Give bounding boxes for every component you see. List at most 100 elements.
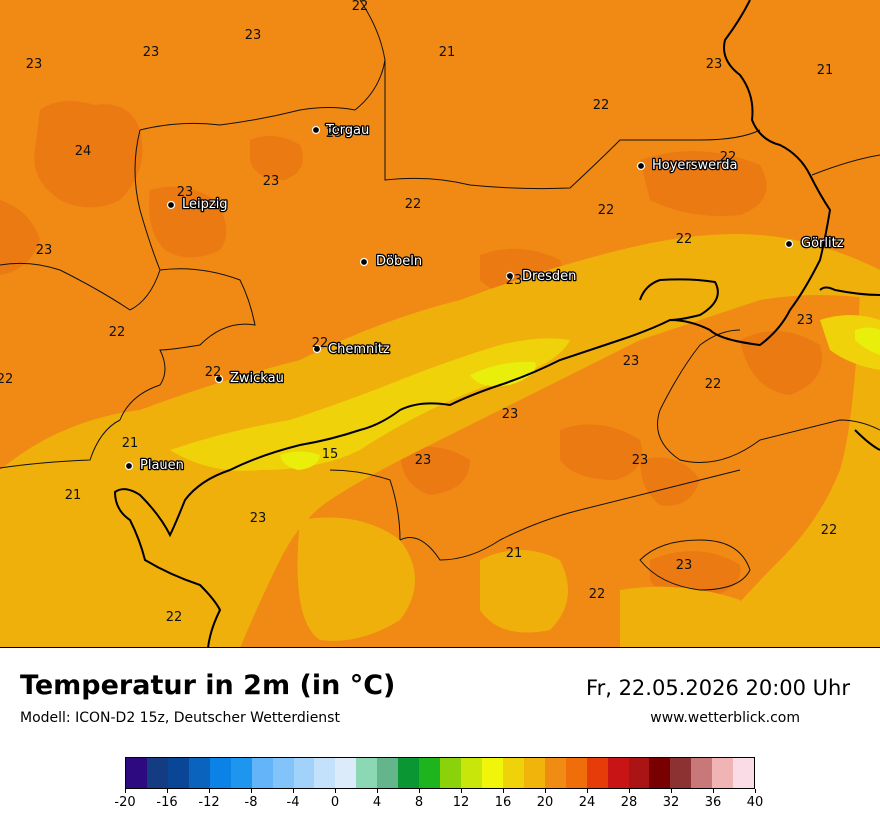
model-source: Modell: ICON-D2 15z, Deutscher Wetterdie… (20, 710, 340, 726)
color-scale-tick-mark (503, 789, 504, 793)
city-dot (311, 125, 321, 135)
color-scale-tick-label: 20 (536, 795, 554, 810)
color-scale-swatch (733, 758, 755, 788)
color-scale-tick-mark (293, 789, 294, 793)
temperature-label: 21 (817, 63, 834, 78)
color-scale-swatch (565, 758, 587, 788)
color-scale-ticks: -20 -16 -12 -8 -4 0 4 8 12 16 20 24 28 32 36 40 (114, 789, 763, 813)
temperature-label: 22 (598, 203, 615, 218)
temperature-label: 22 (0, 372, 13, 387)
temperature-label: 23 (245, 28, 262, 43)
temperature-label: 23 (36, 243, 53, 258)
color-scale-swatch (523, 758, 545, 788)
color-scale-swatch (356, 758, 378, 788)
color-scale-swatch (586, 758, 608, 788)
color-scale-swatch (628, 758, 650, 788)
color-scale-swatch (461, 758, 482, 788)
city-dot (214, 374, 224, 384)
color-scale-tick-label: 24 (578, 795, 596, 810)
color-scale-swatch (272, 758, 294, 788)
color-scale-swatch (691, 758, 713, 788)
color-scale-tick-mark (209, 789, 210, 793)
city-name: Leipzig (182, 197, 228, 212)
color-scale-tick-label: -16 (156, 795, 178, 810)
color-scale-tick-label: 32 (662, 795, 680, 810)
map-footer: Temperatur in 2m (in °C) Modell: ICON-D2… (0, 648, 880, 830)
city-dot (505, 271, 515, 281)
color-scale-tick-label: 8 (414, 795, 424, 810)
city-leipzig: Leipzig (166, 196, 229, 213)
temperature-label: 22 (821, 523, 838, 538)
city-markers: Torgau Hoyerswerda Leipzig Görlitz Döbel… (124, 122, 845, 474)
temperature-label: 22 (405, 197, 422, 212)
color-scale-tick-mark (419, 789, 420, 793)
color-scale-swatch (188, 758, 210, 788)
temperature-label: 22 (676, 232, 693, 247)
temperature-label: 23 (26, 57, 43, 72)
temperature-label: 23 (506, 273, 523, 288)
temperature-label: 22 (593, 98, 610, 113)
temperature-label: 21 (439, 45, 456, 60)
color-scale-tick-mark (755, 789, 756, 793)
color-scale-swatch (712, 758, 734, 788)
city-zwickau: Zwickau (214, 370, 285, 387)
temperature-label: 23 (632, 453, 649, 468)
color-scale-tick-mark (461, 789, 462, 793)
website-link[interactable]: www.wetterblick.com (650, 710, 800, 726)
color-scale-swatch (440, 758, 461, 788)
color-scale-swatch (544, 758, 566, 788)
color-scale-tick-label: -8 (244, 795, 258, 810)
city-dot (166, 200, 176, 210)
city-name: Zwickau (230, 371, 284, 386)
city-name: Chemnitz (328, 342, 390, 357)
temperature-label: 23 (250, 511, 267, 526)
temperature-label: 22 (109, 325, 126, 340)
temperature-label: 22 (166, 610, 183, 625)
temperature-label: 22 (205, 365, 222, 380)
color-scale-tick-label: 12 (452, 795, 470, 810)
color-scale-tick-mark (335, 789, 336, 793)
color-scale-tick-mark (167, 789, 168, 793)
color-scale-tick-mark (545, 789, 546, 793)
color-scale-swatch (167, 758, 189, 788)
city-dot (784, 239, 794, 249)
city-torgau: Torgau (311, 122, 371, 139)
temperature-label: 22 (705, 377, 722, 392)
city-hoyerswerda: Hoyerswerda (636, 157, 739, 174)
color-scale-tick-label: 40 (746, 795, 764, 810)
temperature-label: 23 (177, 185, 194, 200)
temperature-label: 22 (312, 336, 329, 351)
temperature-map: Torgau Hoyerswerda Leipzig Görlitz Döbel… (0, 0, 880, 648)
temperature-labels: 22 23 23 21 23 21 22 24 23 22 23 23 23 2… (0, 0, 837, 625)
color-scale-tick-mark (713, 789, 714, 793)
color-scale-swatch (126, 758, 147, 788)
temperature-label: 24 (75, 144, 92, 159)
city-name: Plauen (140, 458, 184, 473)
city-goerlitz: Görlitz (784, 235, 845, 252)
color-scale-tick-mark (125, 789, 126, 793)
color-scale-tick-mark (587, 789, 588, 793)
color-scale-swatch (314, 758, 336, 788)
color-scale-tick-label: 16 (494, 795, 512, 810)
temperature-label: 21 (506, 546, 523, 561)
color-scale-swatch (230, 758, 252, 788)
temperature-label: 23 (502, 407, 519, 422)
temperature-label: 23 (706, 57, 723, 72)
temperature-label: 21 (65, 488, 82, 503)
color-scale-swatch (607, 758, 629, 788)
color-scale-tick-label: -12 (198, 795, 220, 810)
color-scale-swatch (377, 758, 399, 788)
temperature-label: 23 (326, 126, 343, 141)
temperature-label: 22 (720, 150, 737, 165)
city-dresden: Dresden (505, 268, 578, 285)
forecast-datetime: Fr, 22.05.2026 20:00 Uhr (586, 676, 850, 700)
city-dot (124, 461, 134, 471)
color-scale-tick-mark (671, 789, 672, 793)
temperature-label: 23 (263, 174, 280, 189)
state-border (113, 0, 880, 647)
color-scale-tick-label: -4 (286, 795, 300, 810)
coolest-spots (280, 327, 880, 470)
temperature-label: 23 (797, 313, 814, 328)
page-title: Temperatur in 2m (in °C) (20, 670, 396, 701)
district-borders (0, 0, 880, 591)
